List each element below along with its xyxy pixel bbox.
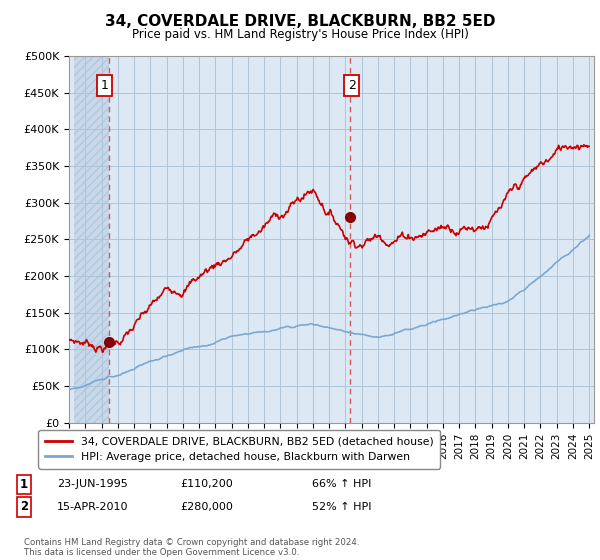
Text: 52% ↑ HPI: 52% ↑ HPI xyxy=(312,502,371,512)
Text: 23-JUN-1995: 23-JUN-1995 xyxy=(57,479,128,489)
Text: 15-APR-2010: 15-APR-2010 xyxy=(57,502,128,512)
Text: Contains HM Land Registry data © Crown copyright and database right 2024.
This d: Contains HM Land Registry data © Crown c… xyxy=(24,538,359,557)
Text: 2: 2 xyxy=(20,500,28,514)
Text: 2: 2 xyxy=(348,79,356,92)
Text: 1: 1 xyxy=(100,79,108,92)
Bar xyxy=(74,56,109,423)
Text: 1: 1 xyxy=(20,478,28,491)
Text: £280,000: £280,000 xyxy=(180,502,233,512)
Text: 66% ↑ HPI: 66% ↑ HPI xyxy=(312,479,371,489)
Text: Price paid vs. HM Land Registry's House Price Index (HPI): Price paid vs. HM Land Registry's House … xyxy=(131,28,469,41)
Legend: 34, COVERDALE DRIVE, BLACKBURN, BB2 5ED (detached house), HPI: Average price, de: 34, COVERDALE DRIVE, BLACKBURN, BB2 5ED … xyxy=(38,430,440,469)
Text: 34, COVERDALE DRIVE, BLACKBURN, BB2 5ED: 34, COVERDALE DRIVE, BLACKBURN, BB2 5ED xyxy=(105,14,495,29)
Text: £110,200: £110,200 xyxy=(180,479,233,489)
